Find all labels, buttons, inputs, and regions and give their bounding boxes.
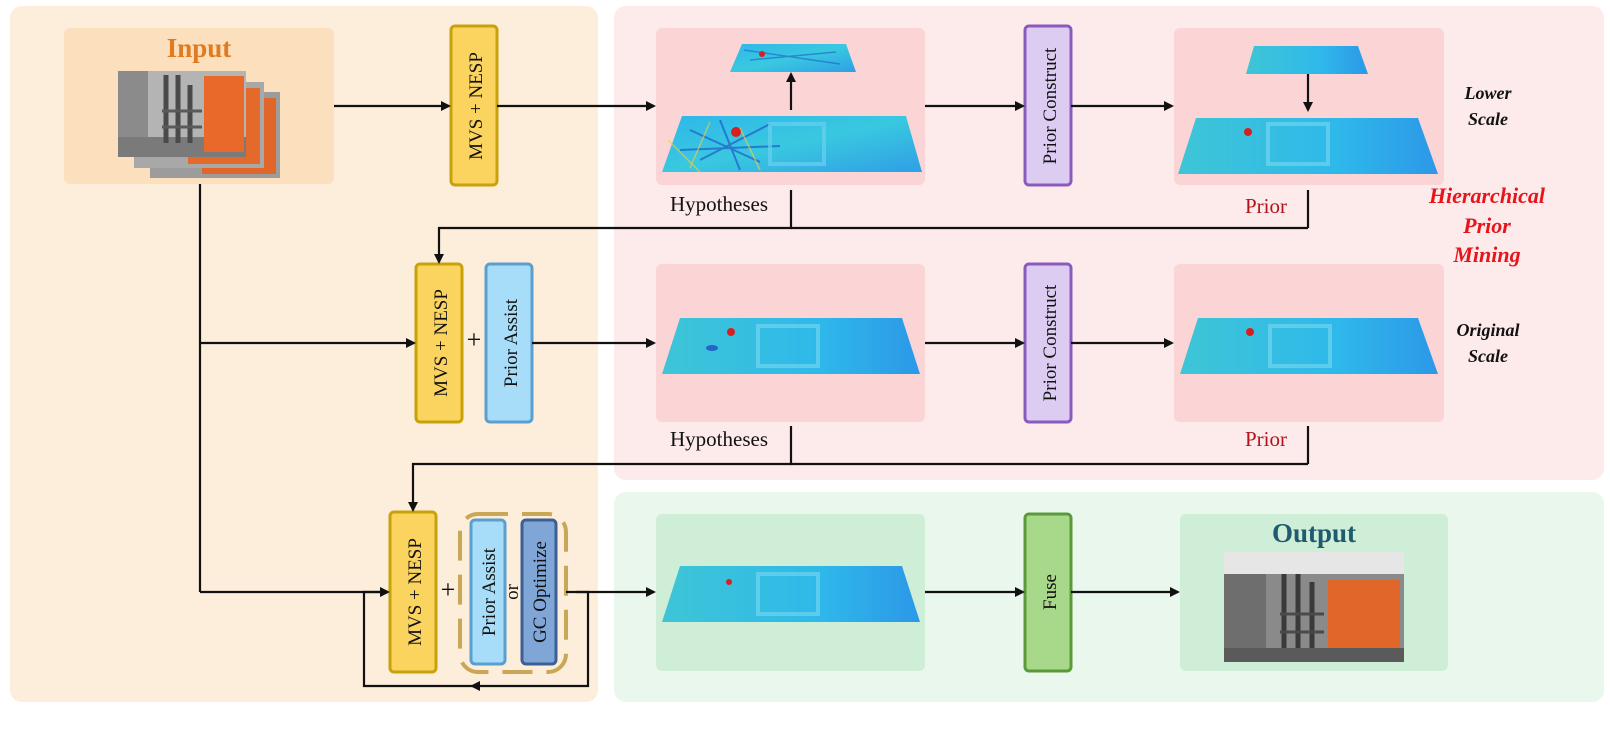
noisy-depth-map-small xyxy=(730,44,856,72)
plus-sign-2: + xyxy=(467,325,482,354)
lower-scale-label-2: Scale xyxy=(1468,109,1508,129)
input-images-icon xyxy=(118,71,280,178)
fuse-label: Fuse xyxy=(1040,574,1061,610)
hpm-label-2: Prior xyxy=(1462,213,1511,238)
or-label: or xyxy=(502,583,523,600)
mvs-nesp-label-1: MVS + NESP xyxy=(466,52,487,160)
connectors xyxy=(198,101,1310,691)
prior-label-2: Prior xyxy=(1245,427,1287,451)
prior-depth-map-small xyxy=(1246,46,1368,74)
prior-assist-label-3: Prior Assist xyxy=(479,547,500,636)
prior-depth-map-2 xyxy=(1180,318,1438,374)
prior-depth-map-large xyxy=(1178,118,1438,174)
mvs-nesp-box-2 xyxy=(414,262,464,424)
output-pointcloud-icon xyxy=(1224,552,1404,662)
output-label: Output xyxy=(1272,518,1356,548)
hpm-label-3: Mining xyxy=(1452,242,1520,267)
plus-sign-3: + xyxy=(441,575,456,604)
prior-assist-box-3 xyxy=(469,518,507,666)
refined-depth-map-2 xyxy=(662,318,920,374)
gc-optimize-label: GC Optimize xyxy=(530,541,551,643)
prior-assist-label-2: Prior Assist xyxy=(501,298,522,387)
hypotheses-label-1: Hypotheses xyxy=(670,192,768,216)
input-label: Input xyxy=(167,33,232,63)
hpm-label-1: Hierarchical xyxy=(1428,183,1546,208)
gc-optimize-box xyxy=(520,518,558,666)
hypotheses-label-2: Hypotheses xyxy=(670,427,768,451)
original-scale-label-2: Scale xyxy=(1468,346,1508,366)
prior-label-1: Prior xyxy=(1245,194,1287,218)
mvs-nesp-label-3: MVS + NESP xyxy=(405,538,426,646)
prior-construct-label-1: Prior Construct xyxy=(1040,47,1061,164)
original-scale-label-1: Original xyxy=(1456,320,1519,340)
mvs-nesp-box-3 xyxy=(388,510,438,674)
lower-scale-label-1: Lower xyxy=(1464,83,1513,103)
mvs-nesp-label-2: MVS + NESP xyxy=(431,289,452,397)
final-depth-map xyxy=(662,566,920,622)
prior-construct-label-2: Prior Construct xyxy=(1040,284,1061,401)
noisy-depth-map-large xyxy=(662,116,922,173)
